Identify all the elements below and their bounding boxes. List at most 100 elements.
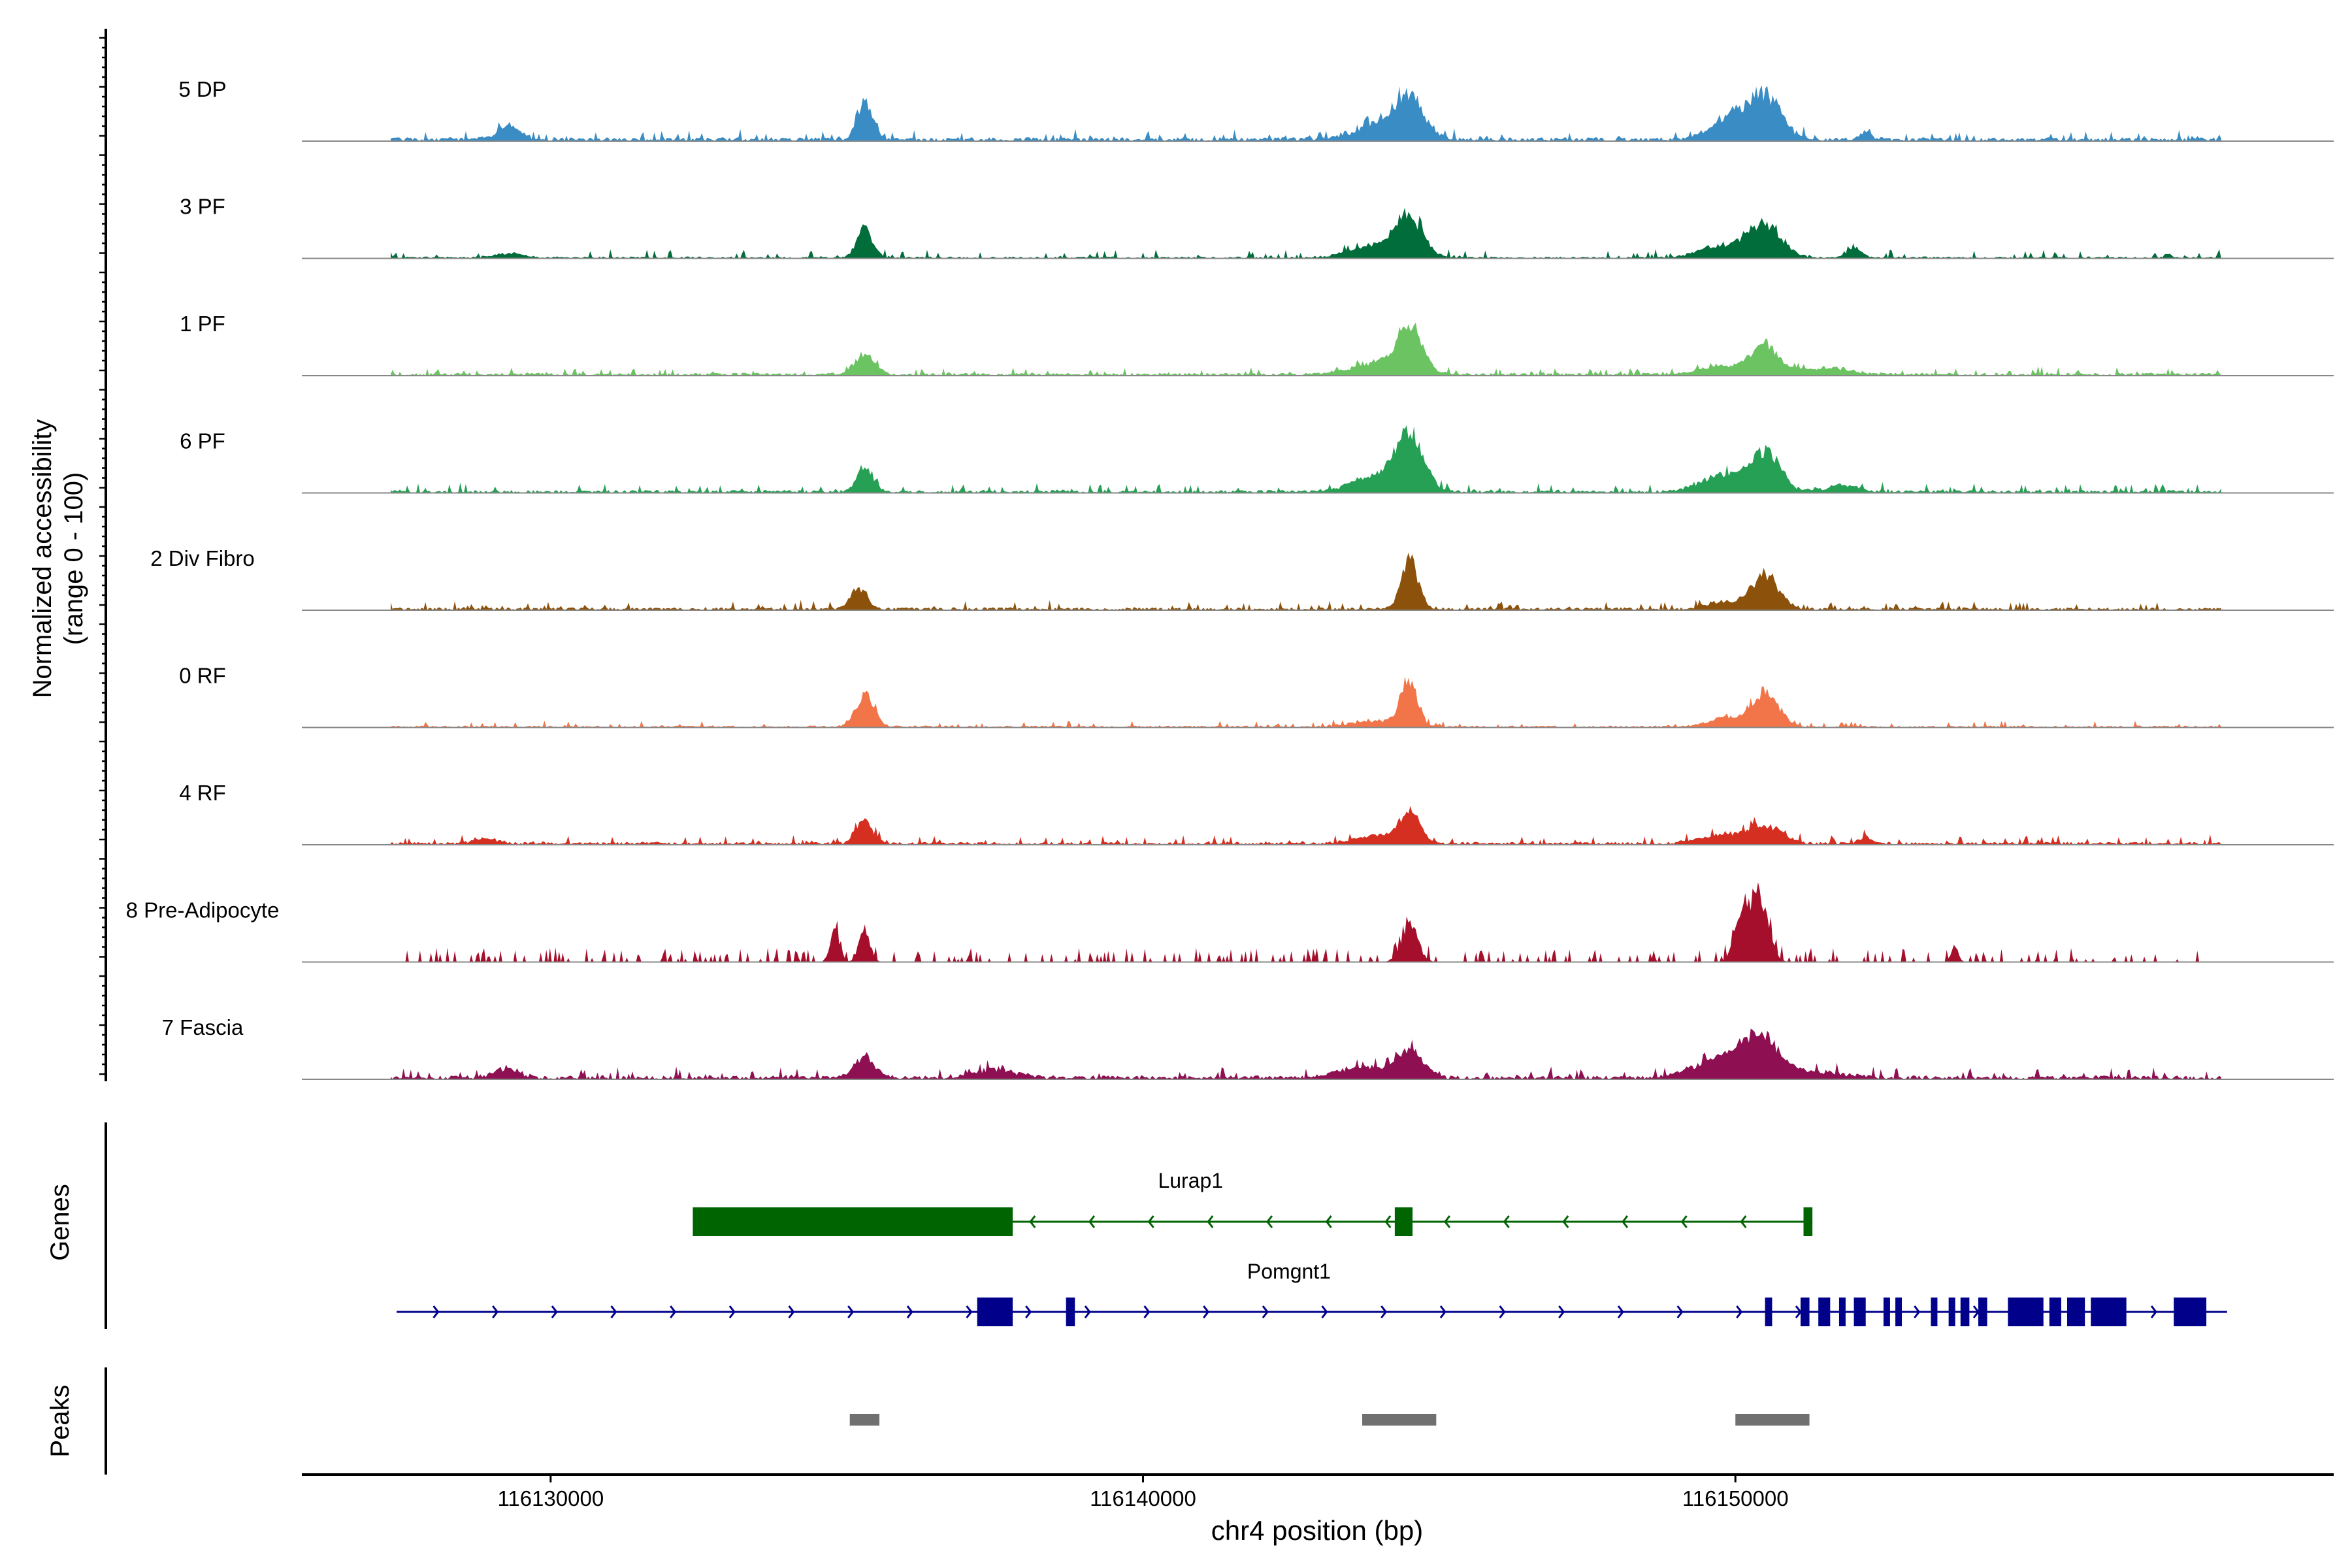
track-5-dp: 5 DP xyxy=(178,77,2334,142)
x-tick-label: 116140000 xyxy=(1090,1486,1196,1511)
coverage-area xyxy=(391,806,2221,845)
strand-arrow xyxy=(1676,1305,1684,1318)
track-label: 5 DP xyxy=(178,77,226,101)
track-label: 8 Pre-Adipocyte xyxy=(126,898,280,923)
strand-arrow xyxy=(1680,1215,1688,1228)
track-8-pre-adipocyte: 8 Pre-Adipocyte xyxy=(126,882,2334,963)
strand-arrow xyxy=(1499,1305,1506,1318)
exon xyxy=(1803,1207,1813,1236)
track-0-rf: 0 RF xyxy=(179,664,2334,728)
gene-name: Pomgnt1 xyxy=(1247,1260,1331,1283)
strand-arrow xyxy=(1025,1305,1032,1318)
x-axis-title: chr4 position (bp) xyxy=(1211,1515,1424,1546)
strand-arrow xyxy=(1439,1305,1446,1318)
exon xyxy=(1066,1298,1075,1326)
gene-name: Lurap1 xyxy=(1158,1169,1223,1192)
track-4-rf: 4 RF xyxy=(179,781,2334,845)
exon xyxy=(2174,1298,2207,1326)
exon xyxy=(977,1298,1013,1326)
strand-arrow xyxy=(433,1305,440,1318)
strand-arrow xyxy=(1444,1215,1451,1228)
gene-annotation-track: Lurap1 Pomgnt1 xyxy=(105,1122,2227,1329)
coverage-area xyxy=(391,1028,2221,1079)
strand-arrow xyxy=(2150,1305,2157,1318)
track-label: 2 Div Fibro xyxy=(150,546,255,570)
strand-arrow xyxy=(1562,1215,1569,1228)
strand-arrow xyxy=(1029,1215,1036,1228)
strand-arrow xyxy=(1325,1215,1332,1228)
strand-arrow xyxy=(1207,1215,1214,1228)
y-axis-accessibility xyxy=(99,29,107,1081)
strand-arrow xyxy=(1622,1215,1629,1228)
exon xyxy=(693,1207,1013,1236)
exon xyxy=(2066,1298,2085,1326)
exon xyxy=(2049,1298,2061,1326)
coverage-area xyxy=(391,207,2221,259)
strand-arrow xyxy=(1266,1215,1273,1228)
y-axis-title-line2: (range 0 - 100) xyxy=(59,472,88,645)
exon xyxy=(1394,1207,1413,1236)
coverage-area xyxy=(391,322,2221,376)
exon xyxy=(1838,1298,1846,1326)
exon xyxy=(2091,1298,2127,1326)
strand-arrow xyxy=(1914,1305,1921,1318)
track-label: 0 RF xyxy=(179,664,226,688)
coverage-area xyxy=(391,552,2221,610)
exon xyxy=(1854,1298,1866,1326)
exon xyxy=(1818,1298,1831,1326)
x-axis-position: 116130000 116140000 116150000 xyxy=(302,1473,2334,1511)
strand-arrow xyxy=(847,1305,855,1318)
strand-arrow xyxy=(551,1305,558,1318)
coverage-area xyxy=(391,85,2221,141)
y-axis-title-line1: Normalized accessibility xyxy=(28,419,57,698)
track-label: 3 PF xyxy=(180,195,225,219)
strand-arrow xyxy=(1143,1305,1151,1318)
strand-arrow xyxy=(966,1305,973,1318)
strand-arrow xyxy=(1384,1215,1392,1228)
x-tick-label: 116130000 xyxy=(497,1486,604,1511)
strand-arrow xyxy=(906,1305,913,1318)
peak-region xyxy=(849,1414,880,1426)
gene-lurap1: Lurap1 xyxy=(693,1169,1813,1236)
exon xyxy=(1931,1298,1938,1326)
coverage-area xyxy=(391,676,2221,728)
exon xyxy=(1765,1298,1772,1326)
track-label: 6 PF xyxy=(180,429,225,453)
track-2-div-fibro: 2 Div Fibro xyxy=(150,546,2334,611)
strand-arrow xyxy=(1740,1215,1747,1228)
exon xyxy=(1895,1298,1903,1326)
exon xyxy=(1800,1298,1810,1326)
genes-track-label: Genes xyxy=(46,1184,74,1261)
track-label: 4 RF xyxy=(179,781,226,805)
track-label: 7 Fascia xyxy=(162,1015,244,1039)
x-tick-label: 116150000 xyxy=(1682,1486,1789,1511)
peak-region xyxy=(1735,1414,1810,1426)
track-label: 1 PF xyxy=(180,312,225,336)
coverage-area xyxy=(391,425,2221,493)
track-6-pf: 6 PF xyxy=(180,425,2334,494)
exon xyxy=(1960,1298,1970,1326)
strand-arrow xyxy=(1088,1215,1096,1228)
exon xyxy=(1978,1298,1987,1326)
coverage-area xyxy=(391,882,2221,962)
track-1-pf: 1 PF xyxy=(180,312,2334,376)
strand-arrow xyxy=(1321,1305,1328,1318)
strand-arrow xyxy=(1380,1305,1388,1318)
gene-pomgnt1: Pomgnt1 xyxy=(397,1260,2227,1326)
peak-region xyxy=(1362,1414,1437,1426)
track-3-pf: 3 PF xyxy=(180,195,2334,259)
exon xyxy=(1883,1298,1890,1326)
strand-arrow xyxy=(1558,1305,1565,1318)
peaks-track-label: Peaks xyxy=(46,1384,74,1457)
strand-arrow xyxy=(492,1305,499,1318)
strand-arrow xyxy=(1617,1305,1624,1318)
strand-arrow xyxy=(1147,1215,1154,1228)
strand-arrow xyxy=(670,1305,677,1318)
strand-arrow xyxy=(728,1305,736,1318)
strand-arrow xyxy=(1503,1215,1510,1228)
coverage-tracks: 5 DP 3 PF 1 PF 6 PF 2 Div Fibro 0 RF 4 RF 8 Pre… xyxy=(126,77,2334,1080)
track-7-fascia: 7 Fascia xyxy=(162,1015,2334,1080)
exon xyxy=(2008,1298,2044,1326)
strand-arrow xyxy=(788,1305,795,1318)
